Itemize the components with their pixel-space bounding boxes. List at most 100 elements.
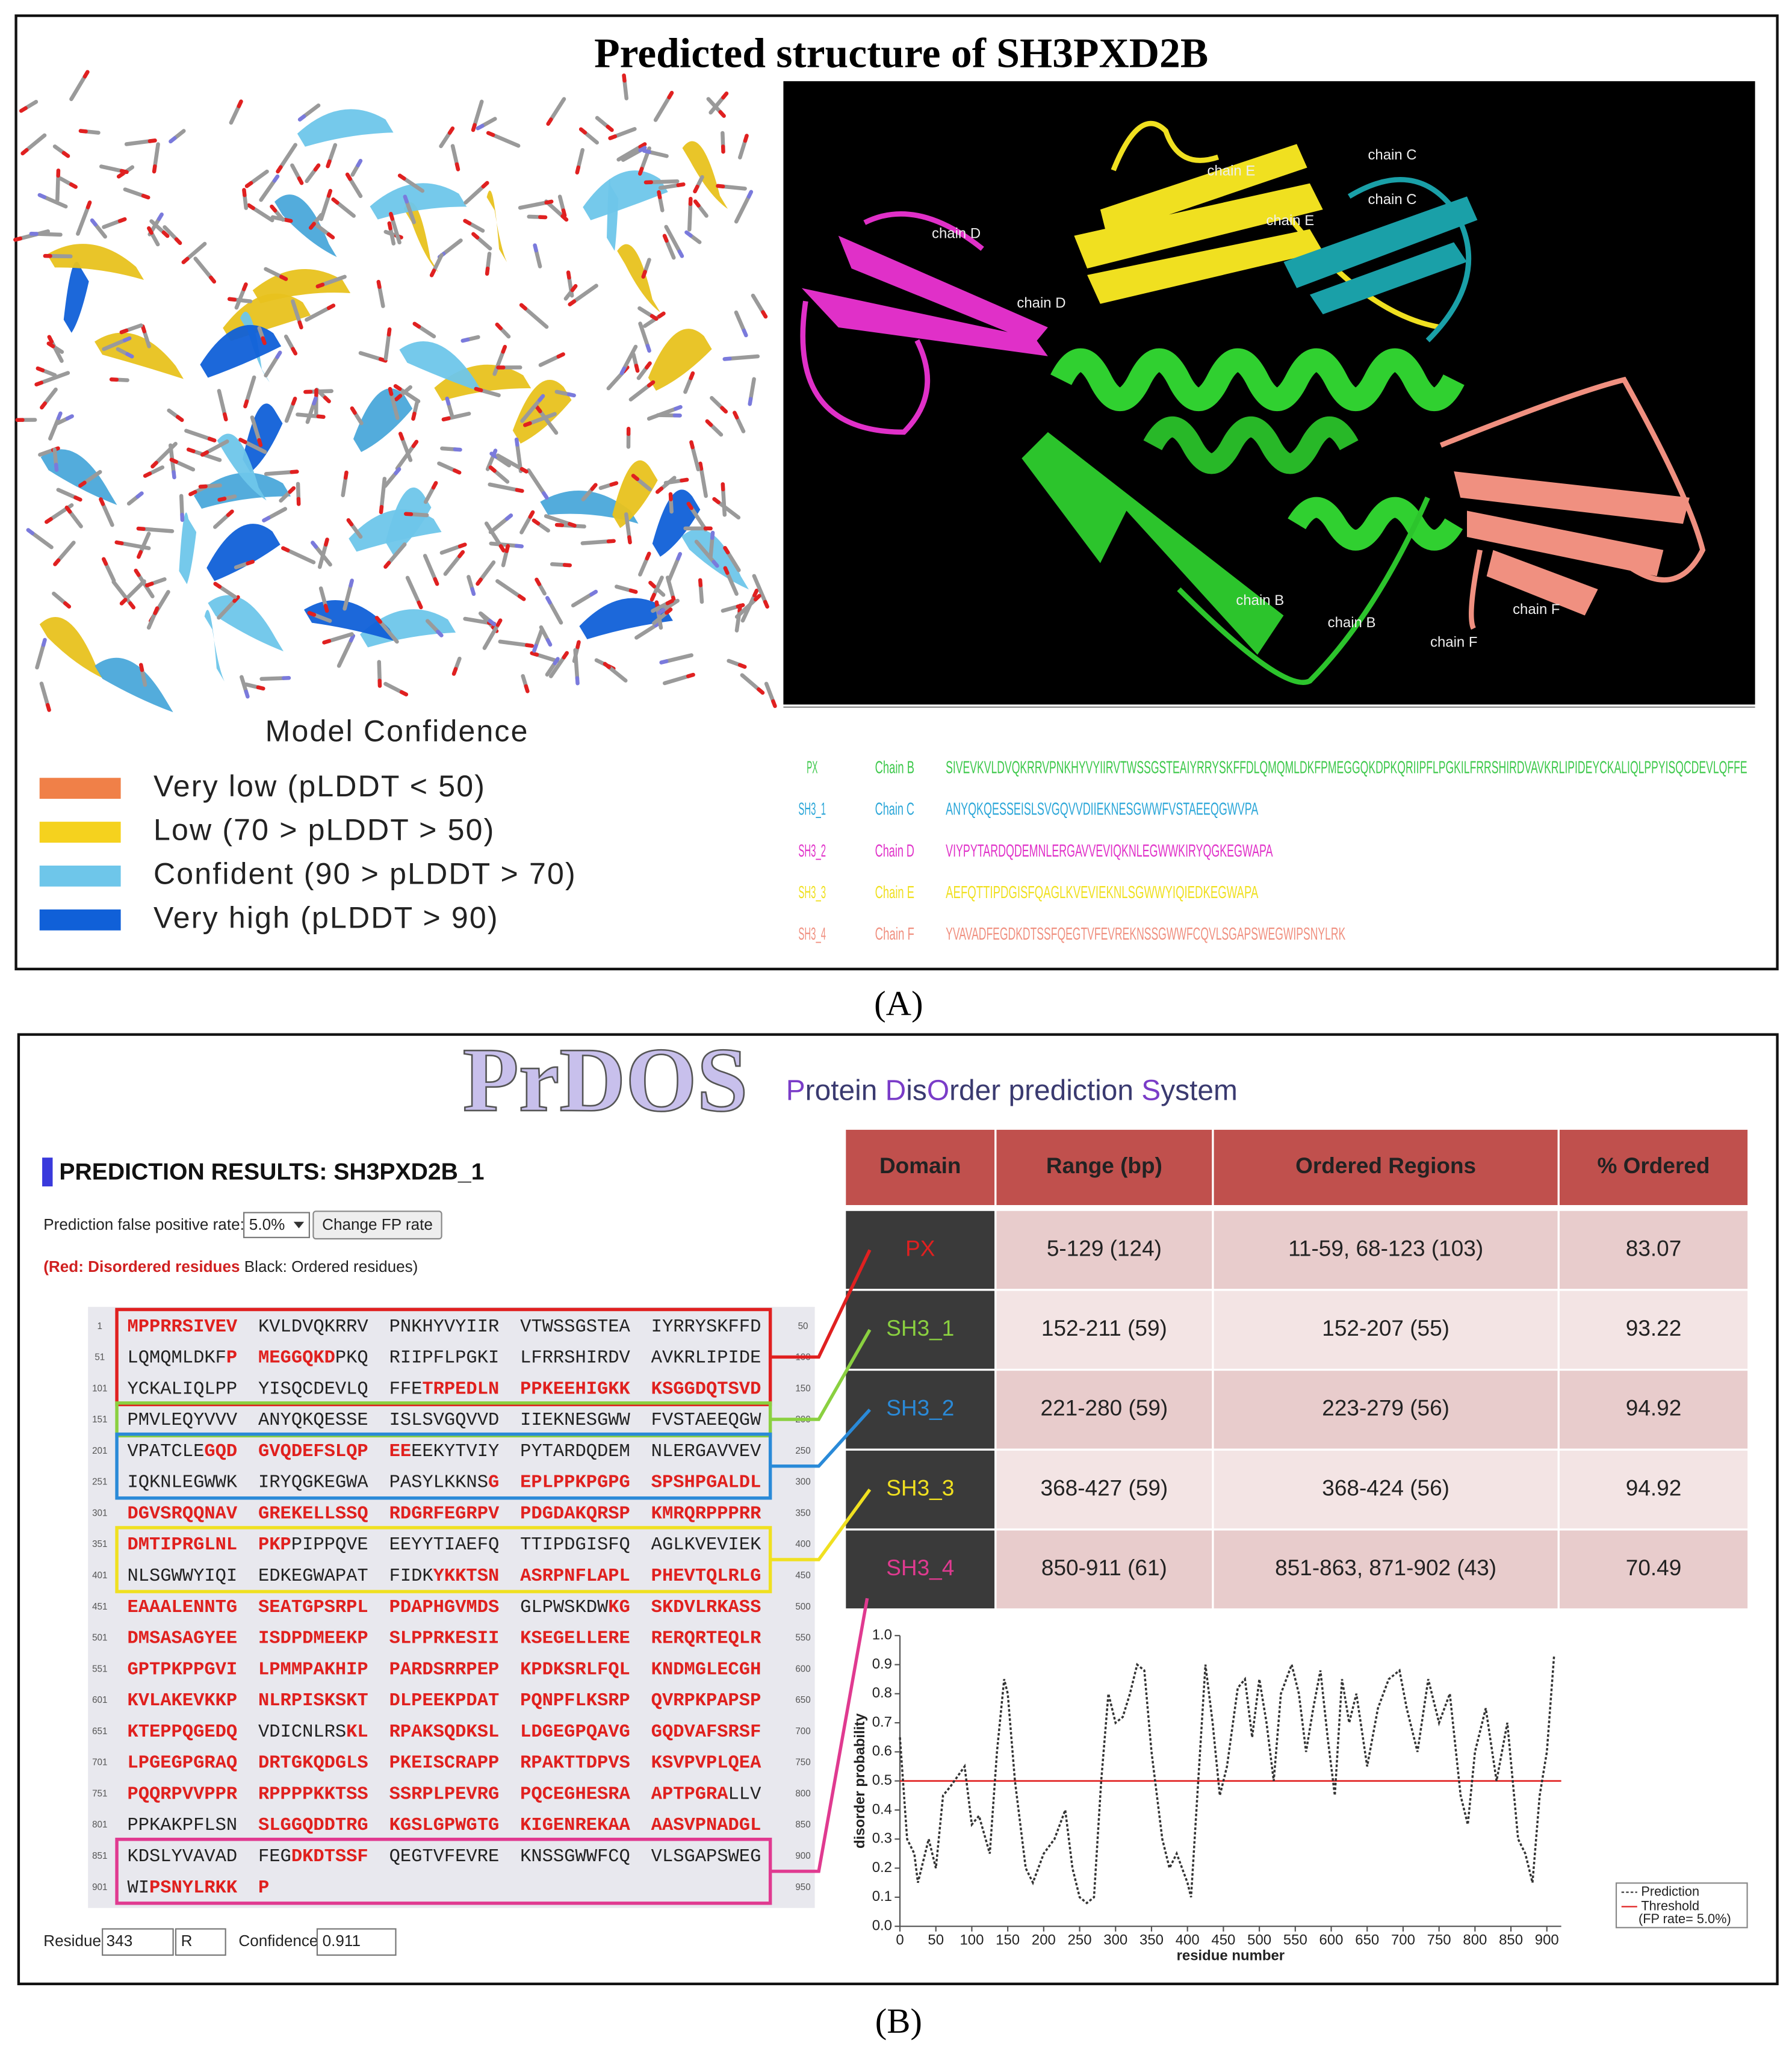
ordered-residues: FVSTAEEQGW: [651, 1410, 761, 1431]
stick: [439, 544, 462, 555]
stick: [443, 554, 462, 576]
stick-tip: [429, 268, 436, 277]
stick-tip: [763, 600, 769, 609]
stick: [377, 285, 385, 308]
sequence-block: AVKRLIPIDE: [651, 1348, 761, 1369]
stick-tip: [417, 600, 423, 610]
row-end: 750: [795, 1758, 810, 1768]
stick: [446, 401, 454, 418]
stick: [647, 150, 669, 158]
stick-tip: [393, 384, 402, 391]
stick-tip: [721, 91, 729, 100]
residue-letter-input[interactable]: [175, 1928, 226, 1956]
residue-input[interactable]: [102, 1928, 174, 1956]
stick: [153, 142, 160, 169]
legend-swatch: [39, 822, 121, 843]
stick-tip: [376, 279, 382, 290]
stick: [635, 477, 652, 492]
fp-button[interactable]: [312, 1210, 442, 1240]
sequence-block: LPGEGPGRAQ: [127, 1753, 237, 1774]
y-tick-label: 0.9: [872, 1656, 892, 1672]
row-start: 601: [92, 1695, 107, 1705]
results-marker: [42, 1158, 53, 1186]
chain-label: chain D: [932, 226, 981, 242]
fp-button-label[interactable]: Change FP rate: [322, 1215, 433, 1233]
ordered-residues: ANYQKQESSE: [258, 1410, 368, 1431]
ordered-residues: IQKNLEGWWK: [127, 1473, 237, 1493]
ribbon: [47, 244, 144, 281]
stick: [721, 487, 727, 517]
disordered-residues: LPMMPAKHIP: [258, 1660, 368, 1680]
table-cell-text: 223-279 (56): [1322, 1396, 1449, 1421]
stick-tip: [657, 190, 662, 199]
stick-tip: [676, 551, 683, 561]
stick: [76, 205, 90, 236]
sequence-block: KGSLGPWGTG: [389, 1815, 500, 1836]
sequence-block: RPAKTTDPVS: [520, 1753, 630, 1774]
residue-letter[interactable]: R: [181, 1932, 193, 1950]
residue-value[interactable]: 343: [107, 1932, 133, 1950]
stick-tip: [275, 350, 282, 359]
fp-value[interactable]: 5.0%: [249, 1215, 285, 1233]
stick-tip: [398, 432, 405, 441]
stick: [386, 542, 407, 565]
stick-tip: [441, 416, 451, 422]
stick: [734, 597, 758, 619]
sequence-block: KMRQRPPPRR: [651, 1504, 761, 1524]
stick-tip: [524, 684, 530, 693]
stick: [52, 447, 58, 467]
stick: [285, 548, 316, 565]
stick-tip: [634, 364, 640, 373]
sequence-block: KVLAKEVKKP: [127, 1691, 237, 1711]
confidence-input[interactable]: [316, 1928, 397, 1956]
stick-tip: [322, 639, 332, 645]
x-tick-label: 50: [928, 1932, 944, 1948]
disordered-residues: GVQDEFSLQP: [258, 1442, 368, 1462]
stick-tip: [542, 491, 549, 500]
disordered-residues: MPPRRSIVEV: [127, 1317, 237, 1338]
ordered-residues: PYTARDQDEM: [520, 1442, 630, 1462]
row-end: 650: [795, 1695, 810, 1705]
stick-tip: [627, 535, 632, 545]
stick-tip: [46, 341, 55, 349]
sequence-block: KTEPPQGEDQ: [127, 1722, 237, 1743]
stick: [694, 539, 716, 564]
domain-cell: SH3_4: [798, 924, 826, 943]
ribbon: [204, 610, 225, 682]
ribbon: [179, 512, 197, 584]
stick-tip: [313, 163, 321, 172]
stick: [661, 598, 680, 612]
stick-tip: [566, 270, 571, 280]
stick: [492, 468, 510, 484]
sequence-block: APTPGRALLV: [651, 1784, 761, 1805]
loop: [800, 211, 984, 435]
ordered-residues: IYRRYSKFFD: [651, 1317, 761, 1338]
x-tick-label: 500: [1247, 1932, 1271, 1948]
stick-tip: [256, 685, 265, 691]
sequence-block: MEGGQKDPKQ: [258, 1348, 368, 1369]
stick: [721, 131, 725, 149]
stick-tip: [517, 594, 526, 601]
sequence-block: FVSTAEEQGW: [651, 1410, 761, 1431]
stick: [548, 655, 566, 678]
helix: [1288, 497, 1463, 551]
stick: [725, 550, 741, 572]
table-cell: [994, 1209, 1214, 1291]
stick-tip: [288, 486, 296, 494]
legend-note: (FP rate= 5.0%): [1639, 1911, 1731, 1926]
sequence-block: LFRRSHIRDV: [520, 1348, 630, 1369]
disordered-residues: KSEGELLERE: [520, 1629, 630, 1649]
sequence-block: IYRRYSKFFD: [651, 1317, 761, 1338]
confidence-value[interactable]: 0.911: [323, 1932, 361, 1950]
stick-tip: [40, 401, 47, 410]
stick-tip: [642, 149, 651, 154]
row-start: 151: [92, 1415, 107, 1425]
stick: [147, 465, 165, 476]
stick-tip: [721, 482, 725, 492]
stick: [696, 203, 708, 218]
stick-tip: [752, 588, 759, 598]
disordered-residues: RPAKSQDKSL: [389, 1722, 500, 1743]
legend-label: Threshold: [1641, 1898, 1699, 1913]
x-tick-label: 900: [1535, 1932, 1559, 1948]
